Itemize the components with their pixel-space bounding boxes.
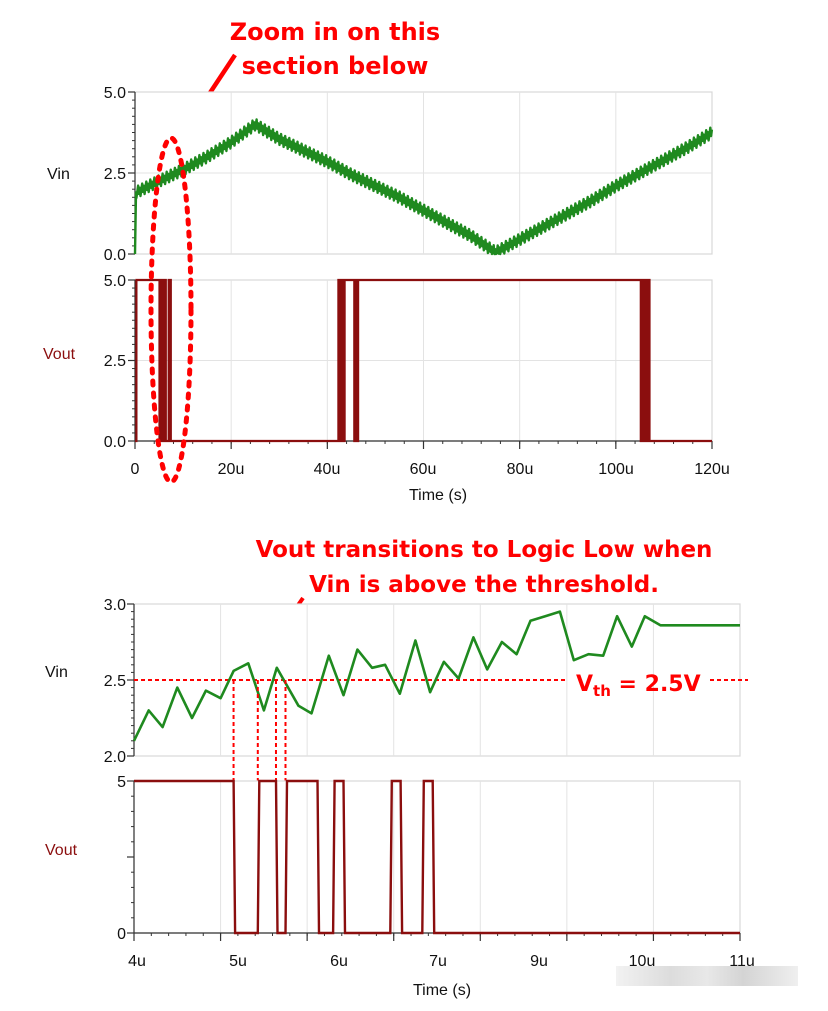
ytick-3: 3.0 (104, 597, 126, 614)
xtick-7u: 7u (429, 953, 447, 970)
gridlines (135, 280, 712, 441)
threshold-crossing-markers (232, 680, 287, 781)
top-vout-chart: Vout 5.0 2.5 0.0 0 20u 40u 60u 80u 100u … (43, 273, 730, 504)
zoom-region-ellipse (148, 135, 194, 485)
x-tick-labels: 0 20u 40u 60u 80u 100u 120u (131, 461, 730, 478)
bottom-vout-chart: Vout 5 0 4u 5u 6u 7u 9u 10u 11u Time (s) (45, 774, 755, 999)
xtick-6u: 6u (330, 953, 348, 970)
xtick-100u: 100u (598, 461, 634, 478)
y-axis-label-vout: Vout (43, 346, 76, 363)
x-axis-title: Time (s) (413, 982, 471, 999)
threshold-label-sub: th (593, 682, 611, 700)
y-ticks (128, 91, 135, 255)
y-ticks (127, 603, 134, 757)
bottom-vin-chart: Vin 3.0 2.5 2.0 Vth = 2.5V (45, 597, 748, 766)
xtick-11u: 11u (729, 953, 755, 970)
vout-trace (135, 278, 712, 443)
xtick-9u: 9u (530, 953, 548, 970)
threshold-label-v: V (576, 672, 593, 697)
watermark-blur (616, 966, 798, 986)
annotation-transition-line2: Vin is above the threshold. (309, 572, 659, 598)
ytick-0: 0.0 (104, 434, 126, 451)
ytick-2-5: 2.5 (104, 353, 126, 370)
vin-trace (132, 610, 740, 742)
top-vin-chart: Vin 5.0 2.5 0.0 (47, 85, 714, 264)
y-axis-label-vin: Vin (45, 664, 68, 681)
threshold-label-value: = 2.5V (611, 672, 701, 697)
x-ticks (134, 441, 713, 449)
vout-trace (134, 779, 740, 935)
x-tick-labels: 4u 5u 6u 7u 9u 10u 11u (128, 953, 755, 970)
xtick-4u: 4u (128, 953, 146, 970)
vout-step-trace (135, 278, 712, 443)
ytick-5: 5.0 (104, 273, 126, 290)
xtick-5u: 5u (229, 953, 247, 970)
ytick-0: 0.0 (104, 247, 126, 264)
y-axis-label-vin: Vin (47, 166, 70, 183)
gridlines (135, 92, 712, 254)
ytick-5: 5.0 (104, 85, 126, 102)
y-ticks (127, 780, 134, 934)
vin-trace (133, 118, 714, 256)
annotation-zoom-line2: section below (242, 52, 429, 80)
x-axis-title: Time (s) (409, 487, 467, 504)
xtick-20u: 20u (218, 461, 245, 478)
xtick-80u: 80u (507, 461, 534, 478)
xtick-60u: 60u (410, 461, 437, 478)
plot-area (133, 780, 741, 934)
annotation-zoom-line1: Zoom in on this (230, 18, 440, 46)
xtick-10u: 10u (629, 953, 656, 970)
ytick-2-5: 2.5 (104, 673, 126, 690)
annotation-transition-line1: Vout transitions to Logic Low when (256, 537, 713, 563)
xtick-120u: 120u (694, 461, 730, 478)
ytick-2-5: 2.5 (104, 166, 126, 183)
y-axis-label-vout: Vout (45, 842, 78, 859)
ytick-0: 0 (117, 926, 126, 943)
y-ticks (128, 279, 135, 442)
xtick-40u: 40u (314, 461, 341, 478)
ytick-2: 2.0 (104, 749, 126, 766)
gridlines (220, 781, 654, 933)
threshold-label: Vth = 2.5V (576, 672, 701, 700)
ytick-5: 5 (117, 774, 126, 791)
xtick-0: 0 (131, 461, 140, 478)
